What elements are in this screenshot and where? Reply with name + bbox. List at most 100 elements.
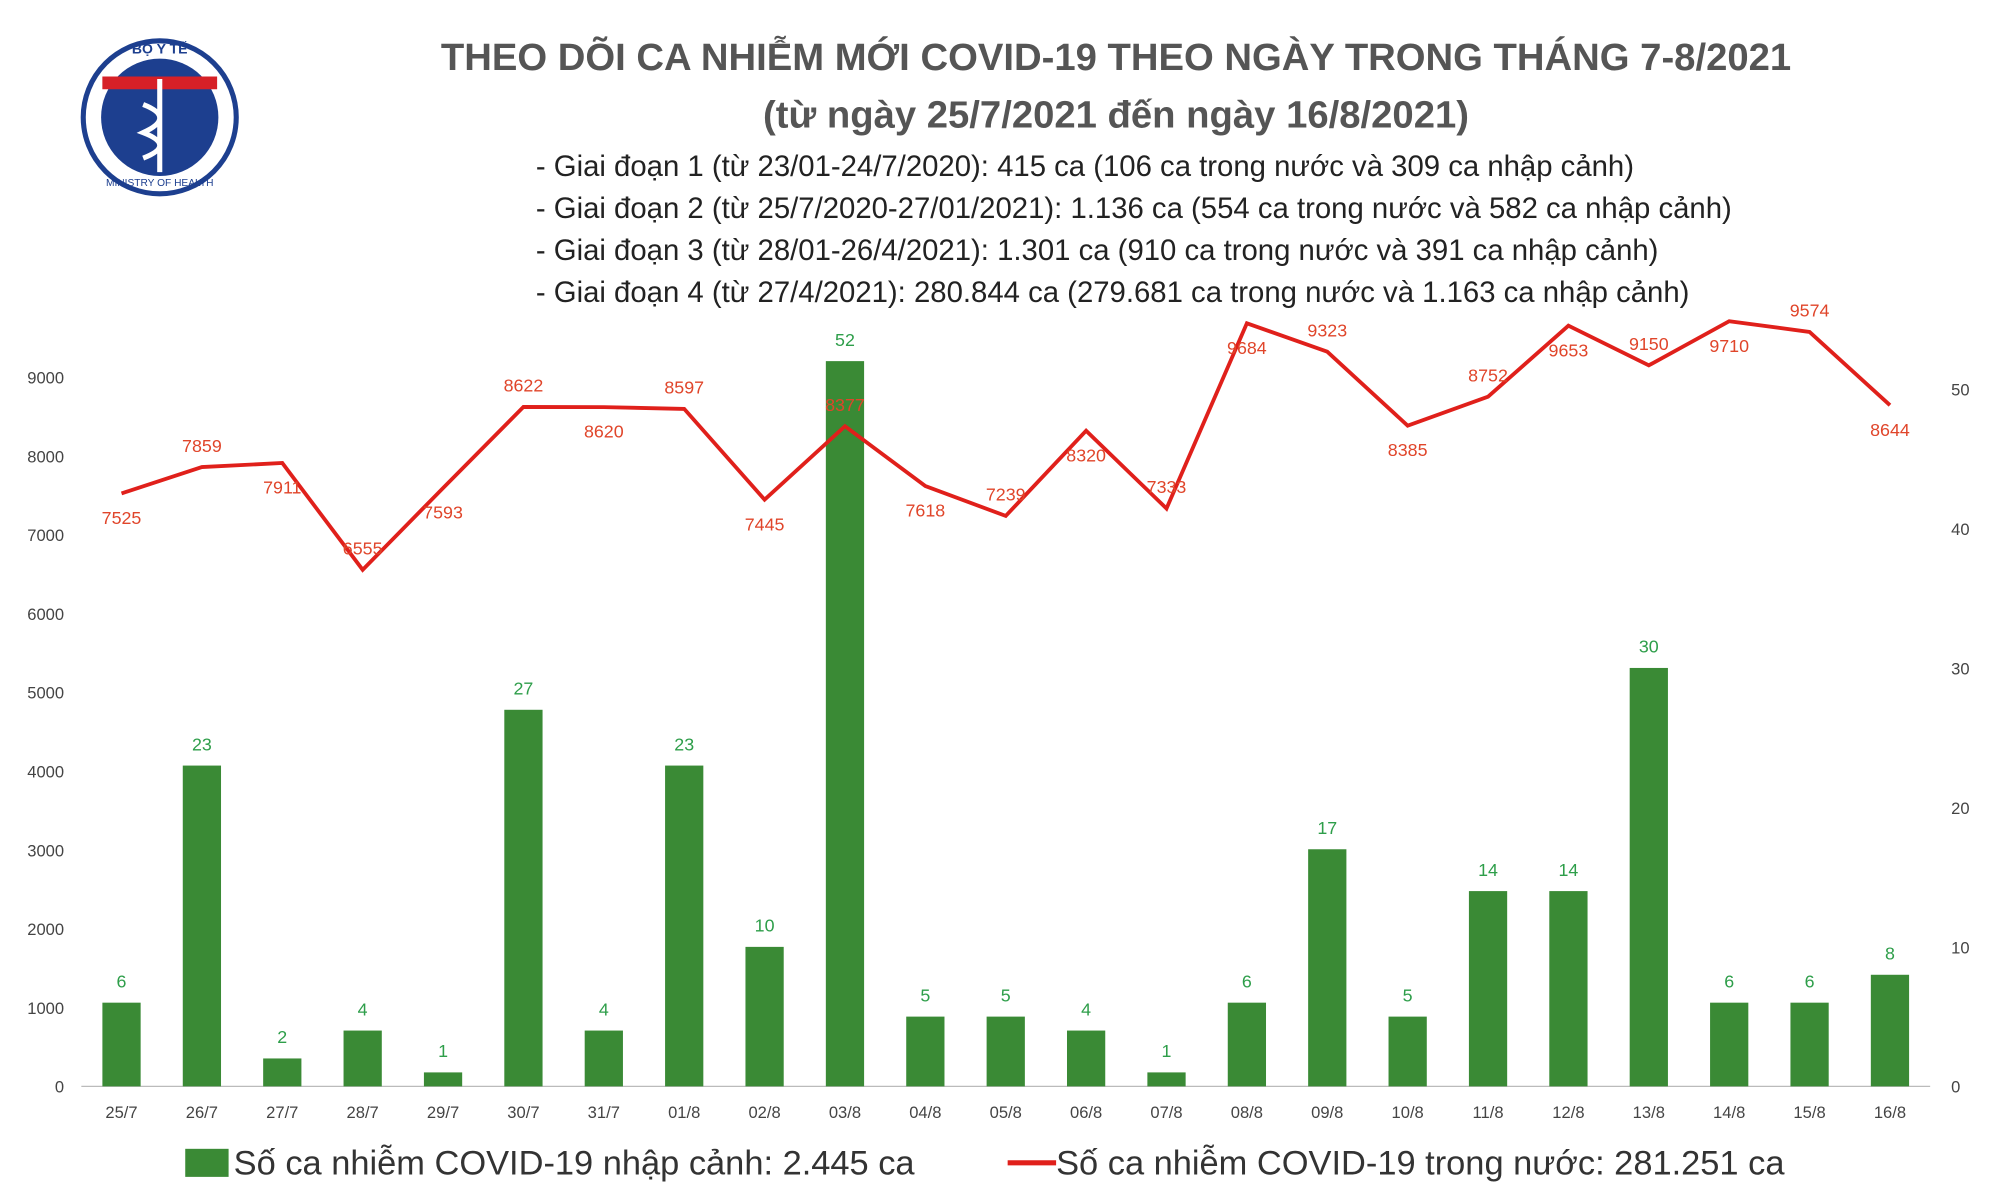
y-tick-label: 3000 bbox=[27, 841, 64, 860]
line bbox=[120, 319, 1892, 573]
y-tick-label: 9000 bbox=[27, 369, 64, 388]
bar-value-label: 6 bbox=[117, 971, 127, 991]
bar-value-label: 4 bbox=[358, 999, 368, 1019]
bar-value-label: 17 bbox=[1317, 818, 1337, 838]
line-value-label: 7859 bbox=[182, 436, 222, 456]
logo-emblem bbox=[136, 79, 163, 173]
x-tick-label: 06/8 bbox=[1070, 1103, 1102, 1122]
bar-value-label: 14 bbox=[1558, 860, 1578, 880]
x-tick-label: 12/8 bbox=[1552, 1103, 1584, 1122]
logo-top-text: BỘ Y TẾ bbox=[132, 40, 188, 57]
bar-value-label: 2 bbox=[277, 1027, 287, 1047]
x-tick-label: 30/7 bbox=[507, 1103, 539, 1122]
bar bbox=[906, 1016, 945, 1087]
y-tick-label: 2000 bbox=[27, 920, 64, 939]
line-value-label: 8752 bbox=[1468, 365, 1508, 385]
bar bbox=[1549, 891, 1588, 1087]
bar-value-label: 5 bbox=[1403, 985, 1413, 1005]
x-tick-label: 07/8 bbox=[1150, 1103, 1182, 1122]
bar bbox=[584, 1030, 623, 1087]
annotation: - Giai đoạn 1 (từ 23/01-24/7/2020): 415 … bbox=[536, 150, 1634, 183]
line-value-label: 7911 bbox=[263, 478, 301, 498]
bar bbox=[1710, 1002, 1749, 1087]
line-value-label: 8620 bbox=[584, 422, 624, 442]
y2-tick-label: 10 bbox=[1951, 938, 1969, 957]
x-tick-label: 05/8 bbox=[990, 1103, 1022, 1122]
y-tick-label: 8000 bbox=[27, 447, 64, 466]
bar bbox=[825, 361, 865, 1087]
bar-value-label: 4 bbox=[599, 999, 609, 1019]
legend-label: Số ca nhiễm COVID-19 trong nước: 281.251… bbox=[1056, 1143, 1785, 1182]
bar bbox=[102, 1002, 141, 1087]
bar bbox=[1147, 1072, 1186, 1087]
x-tick-label: 13/8 bbox=[1633, 1103, 1665, 1122]
bar bbox=[1870, 974, 1910, 1087]
bar bbox=[1227, 1002, 1267, 1087]
bar bbox=[1468, 891, 1508, 1087]
line-value-label: 7525 bbox=[102, 508, 142, 528]
x-tick-label: 14/8 bbox=[1713, 1103, 1745, 1122]
line-value-label: 8597 bbox=[664, 378, 704, 398]
y-tick-label: 0 bbox=[55, 1078, 64, 1097]
line-value-label: 9150 bbox=[1629, 334, 1669, 354]
x-tick-label: 09/8 bbox=[1311, 1103, 1343, 1122]
bar-value-label: 30 bbox=[1639, 637, 1659, 657]
x-tick-label: 01/8 bbox=[668, 1103, 700, 1122]
bar-value-label: 1 bbox=[438, 1041, 448, 1061]
bar bbox=[1308, 849, 1347, 1087]
bar bbox=[986, 1016, 1025, 1087]
bar-value-label: 27 bbox=[514, 678, 534, 698]
bar-value-label: 6 bbox=[1805, 971, 1815, 991]
bar-value-label: 6 bbox=[1724, 971, 1734, 991]
annotation: - Giai đoạn 3 (từ 28/01-26/4/2021): 1.30… bbox=[536, 234, 1659, 267]
y2-tick-label: 0 bbox=[1951, 1078, 1960, 1097]
annotation: - Giai đoạn 4 (từ 27/4/2021): 280.844 ca… bbox=[536, 276, 1690, 309]
bar bbox=[182, 765, 222, 1087]
bar-value-label: 52 bbox=[835, 330, 855, 350]
bar bbox=[504, 709, 543, 1087]
line-value-label: 9653 bbox=[1549, 340, 1589, 360]
logo: BỘ Y TẾ MINISTRY OF HEALTH bbox=[80, 38, 239, 197]
x-tick-label: 28/7 bbox=[347, 1103, 379, 1122]
x-tick-label: 27/7 bbox=[266, 1103, 298, 1122]
bar-value-label: 4 bbox=[1081, 999, 1091, 1019]
chart-title: THEO DÕI CA NHIỄM MỚI COVID-19 THEO NGÀY… bbox=[441, 35, 1791, 79]
x-tick-label: 10/8 bbox=[1392, 1103, 1424, 1122]
y2-tick-label: 40 bbox=[1951, 520, 1969, 539]
x-tick-label: 04/8 bbox=[909, 1103, 941, 1122]
y-tick-label: 7000 bbox=[27, 526, 64, 545]
x-tick-label: 25/7 bbox=[105, 1103, 137, 1122]
y2-tick-label: 50 bbox=[1951, 380, 1969, 399]
logo-bottom-text: MINISTRY OF HEALTH bbox=[106, 178, 214, 189]
line-value-label: 8320 bbox=[1066, 445, 1106, 465]
bar-value-label: 5 bbox=[1001, 985, 1011, 1005]
y-tick-label: 4000 bbox=[27, 763, 64, 782]
line-value-label: 6555 bbox=[343, 539, 383, 559]
bar-value-label: 23 bbox=[674, 734, 694, 754]
x-tick-label: 03/8 bbox=[829, 1103, 861, 1122]
bar bbox=[423, 1072, 463, 1087]
x-tick-label: 11/8 bbox=[1473, 1103, 1504, 1122]
bar bbox=[1066, 1030, 1106, 1087]
line-value-label: 9574 bbox=[1790, 301, 1830, 321]
line-value-label: 7618 bbox=[906, 501, 946, 521]
line-value-label: 7445 bbox=[745, 514, 785, 534]
y-tick-label: 1000 bbox=[27, 999, 64, 1018]
legend-label: Số ca nhiễm COVID-19 nhập cảnh: 2.445 ca bbox=[234, 1143, 916, 1182]
chart-subtitle: (từ ngày 25/7/2021 đến ngày 16/8/2021) bbox=[763, 94, 1469, 137]
bar-value-label: 23 bbox=[192, 734, 212, 754]
line-value-label: 9323 bbox=[1307, 320, 1347, 340]
line-value-label: 7239 bbox=[986, 485, 1026, 505]
bar-value-label: 8 bbox=[1885, 943, 1895, 963]
x-tick-label: 29/7 bbox=[427, 1103, 459, 1122]
bar-value-label: 1 bbox=[1162, 1041, 1172, 1061]
bar-value-label: 5 bbox=[920, 985, 930, 1005]
line-value-label: 9684 bbox=[1227, 338, 1267, 358]
legend-swatch bbox=[185, 1148, 229, 1177]
line-value-label: 9710 bbox=[1709, 336, 1749, 356]
y2-tick-label: 30 bbox=[1951, 659, 1969, 678]
x-tick-label: 08/8 bbox=[1231, 1103, 1263, 1122]
bar bbox=[745, 946, 784, 1087]
